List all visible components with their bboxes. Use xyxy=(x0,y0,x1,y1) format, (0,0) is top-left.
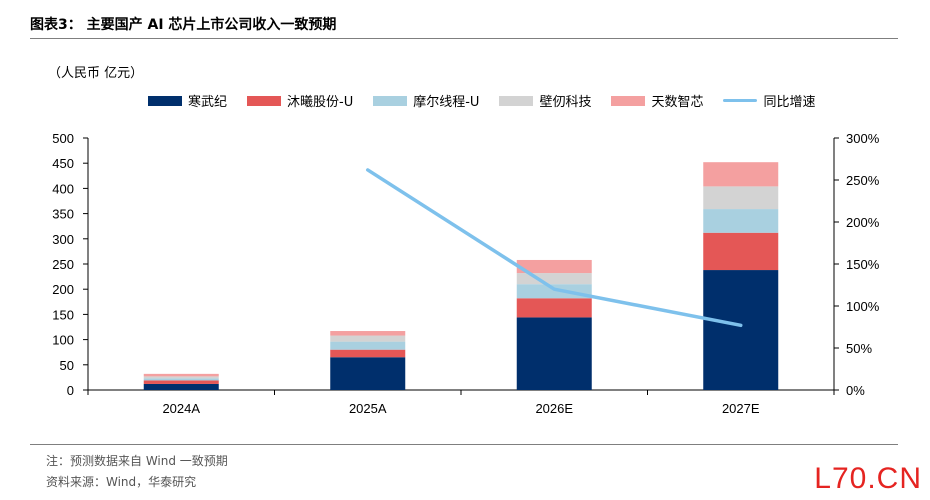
chart-title: 图表3： 主要国产 AI 芯片上市公司收入一致预期 xyxy=(30,17,337,33)
legend-label-yoy: 同比增速 xyxy=(763,95,816,110)
y-left-tick-label: 150 xyxy=(52,307,74,322)
title-divider xyxy=(30,38,898,39)
bar-segment xyxy=(330,349,406,358)
legend-item-yoy: 同比增速 xyxy=(723,91,816,110)
legend-item-cambricon: 寒武纪 xyxy=(148,91,227,110)
legend-item-tianshu: 天数智芯 xyxy=(611,91,703,110)
y-left-tick-label: 100 xyxy=(52,333,74,348)
bar-segment xyxy=(143,373,219,377)
bar-segment xyxy=(143,378,219,381)
x-tick-label: 2026E xyxy=(535,401,573,416)
y-left-tick-label: 50 xyxy=(60,358,74,373)
y-left-tick-label: 500 xyxy=(52,131,74,146)
source-note: 资料来源：Wind，华泰研究 xyxy=(46,475,197,489)
y-right-tick-label: 0% xyxy=(846,383,865,398)
bar-segment xyxy=(516,273,592,285)
bar-segment xyxy=(143,380,219,384)
y-left-tick-label: 450 xyxy=(52,156,74,171)
y-left-tick-label: 300 xyxy=(52,232,74,247)
bar-segment xyxy=(143,383,219,390)
bar-segment xyxy=(143,376,219,379)
y-right-tick-label: 200% xyxy=(846,215,880,230)
bar-segment xyxy=(330,341,406,350)
bar-segment xyxy=(516,284,592,299)
legend-swatch-yoy xyxy=(723,99,758,102)
bar-segment xyxy=(330,331,406,336)
bar-segment xyxy=(516,259,592,274)
legend-item-biren: 壁仞科技 xyxy=(499,91,591,110)
y-left-tick-label: 200 xyxy=(52,282,74,297)
legend-label-biren: 壁仞科技 xyxy=(539,95,592,110)
legend-label-moxi: 沐曦股份-U xyxy=(287,95,354,110)
legend-swatch-cambricon xyxy=(148,95,182,106)
bar-segment xyxy=(703,270,779,390)
x-tick-label: 2025A xyxy=(349,401,387,416)
y-right-tick-label: 250% xyxy=(846,173,880,188)
x-tick-label: 2024A xyxy=(162,401,200,416)
bar-segment xyxy=(703,209,779,233)
legend: 寒武纪 沐曦股份-U 摩尔线程-U 壁仞科技 天数智芯 同比增速 xyxy=(148,91,836,110)
bar-segment xyxy=(703,162,779,187)
y-left-tick-label: 350 xyxy=(52,207,74,222)
legend-item-moxi: 沐曦股份-U xyxy=(247,91,353,110)
footer-divider xyxy=(30,444,898,445)
bar-segment xyxy=(703,186,779,210)
footnote: 注：预测数据来自 Wind 一致预期 xyxy=(46,454,228,468)
legend-swatch-tianshu xyxy=(611,95,646,106)
y-right-tick-label: 100% xyxy=(846,299,880,314)
bar-segment xyxy=(330,357,406,390)
y-left-tick-label: 250 xyxy=(52,257,74,272)
legend-swatch-biren xyxy=(499,95,534,106)
legend-label-cambricon: 寒武纪 xyxy=(188,95,228,110)
legend-item-moore: 摩尔线程-U xyxy=(373,91,479,110)
legend-swatch-moxi xyxy=(247,95,282,106)
y-right-tick-label: 50% xyxy=(846,341,872,356)
bar-segment xyxy=(516,317,592,390)
x-tick-label: 2027E xyxy=(722,401,760,416)
unit-label: （人民币 亿元） xyxy=(48,66,144,81)
y-right-tick-label: 300% xyxy=(846,131,880,146)
legend-label-tianshu: 天数智芯 xyxy=(651,95,704,110)
bar-segment xyxy=(516,298,592,318)
bar-segment xyxy=(330,335,406,342)
legend-label-moore: 摩尔线程-U xyxy=(413,95,480,110)
legend-swatch-moore xyxy=(373,95,408,106)
bar-segment xyxy=(703,232,779,271)
y-right-tick-label: 150% xyxy=(846,257,880,272)
y-left-tick-label: 0 xyxy=(67,383,74,398)
watermark: L70.CN xyxy=(814,462,922,495)
y-left-tick-label: 400 xyxy=(52,181,74,196)
